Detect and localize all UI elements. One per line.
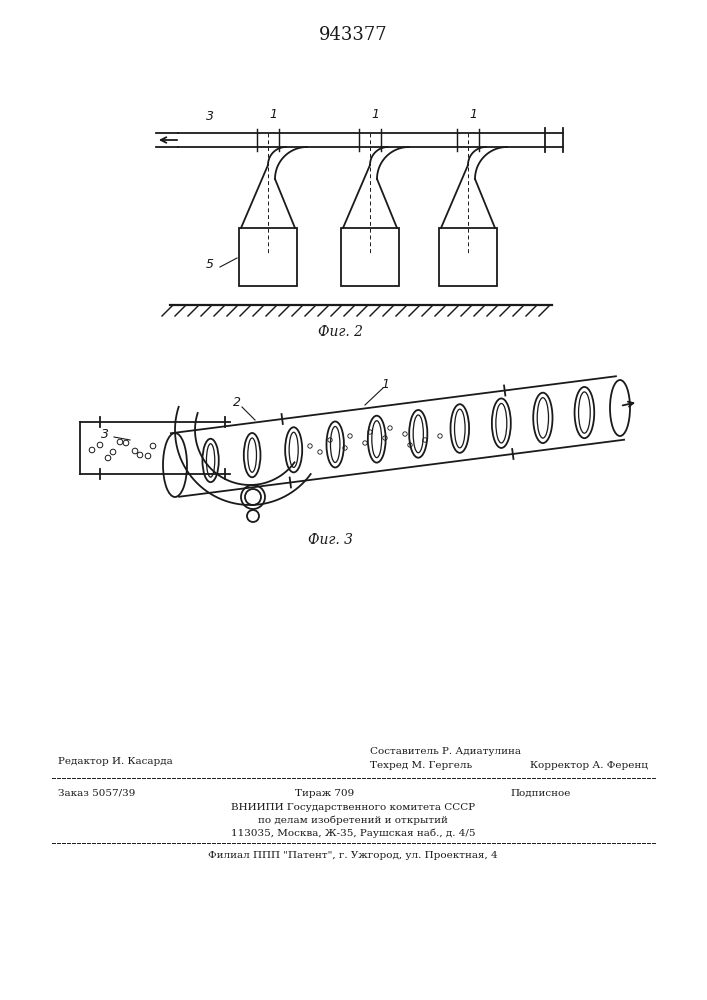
- Bar: [239, 228, 297, 286]
- Text: Подписное: Подписное: [510, 788, 571, 798]
- Text: по делам изобретений и открытий: по делам изобретений и открытий: [258, 815, 448, 825]
- Text: Техред М. Гергель: Техред М. Гергель: [370, 762, 472, 770]
- Text: 113035, Москва, Ж-35, Раушская наб., д. 4/5: 113035, Москва, Ж-35, Раушская наб., д. …: [230, 828, 475, 838]
- Bar: [439, 228, 497, 286]
- Text: Корректор А. Ференц: Корректор А. Ференц: [530, 762, 648, 770]
- Text: Составитель Р. Адиатулина: Составитель Р. Адиатулина: [370, 748, 521, 756]
- Text: 1: 1: [371, 107, 379, 120]
- Text: Редактор И. Касарда: Редактор И. Касарда: [58, 758, 173, 766]
- Text: 3: 3: [206, 110, 214, 123]
- Text: Фиг. 3: Фиг. 3: [308, 533, 353, 547]
- Text: 1: 1: [269, 107, 277, 120]
- Text: Тираж 709: Тираж 709: [295, 788, 354, 798]
- Text: 1: 1: [469, 107, 477, 120]
- Text: ВНИИПИ Государственного комитета СССР: ВНИИПИ Государственного комитета СССР: [231, 802, 475, 812]
- Text: 3: 3: [101, 428, 109, 442]
- Text: Филиал ППП "Патент", г. Ужгород, ул. Проектная, 4: Филиал ППП "Патент", г. Ужгород, ул. Про…: [208, 852, 498, 860]
- Bar: [341, 228, 399, 286]
- Text: 2: 2: [233, 396, 241, 410]
- Text: 943377: 943377: [319, 26, 387, 44]
- Text: Заказ 5057/39: Заказ 5057/39: [58, 788, 135, 798]
- Text: Фиг. 2: Фиг. 2: [317, 325, 363, 339]
- Text: 5: 5: [206, 258, 214, 271]
- Text: 1: 1: [381, 377, 389, 390]
